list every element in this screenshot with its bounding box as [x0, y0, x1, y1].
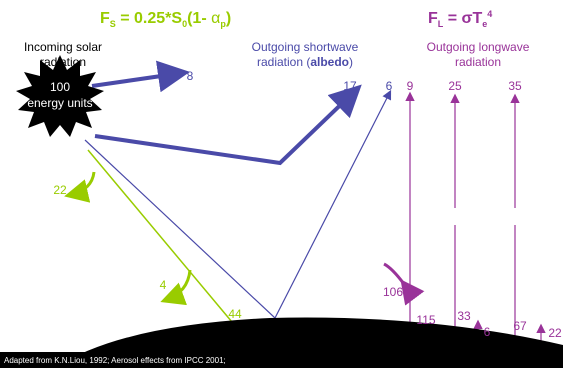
- formula-longwave: FL = σTe4: [428, 9, 492, 29]
- arrow: [70, 172, 94, 195]
- value-label: 4: [160, 278, 167, 292]
- footer: Adapted from K.N.Liou, 1992; Aerosol eff…: [4, 356, 226, 365]
- arrow: [92, 73, 182, 86]
- heading-longwave: Outgoing longwave: [427, 40, 530, 54]
- formula-shortwave: FS = 0.25*S0(1- αp): [100, 10, 231, 29]
- value-label: 25: [448, 79, 462, 93]
- heading-shortwave: radiation (albedo): [257, 55, 353, 69]
- value-label: 106: [383, 285, 403, 299]
- sun-label: energy units: [27, 96, 92, 110]
- sun-label: 100: [50, 80, 70, 94]
- arrow: [95, 90, 356, 163]
- page: {"formula_shortwave": {"parts": ["F", "S…: [0, 0, 563, 368]
- arrow: [166, 270, 190, 300]
- value-label: 44: [228, 307, 242, 321]
- heading-shortwave: Outgoing shortwave: [252, 40, 359, 54]
- value-label: 8: [187, 69, 194, 83]
- value-label: 22: [53, 183, 67, 197]
- diagram: FS = 0.25*S0(1- αp) FL = σTe4 Incoming s…: [0, 0, 563, 368]
- value-label: 67: [513, 319, 527, 333]
- value-label: 33: [457, 309, 471, 323]
- value-label: 22: [548, 326, 562, 340]
- value-label: 115: [416, 313, 435, 327]
- value-label: 17: [343, 79, 357, 93]
- value-label: 6: [484, 325, 491, 339]
- heading-incoming: Incoming solar: [24, 40, 102, 54]
- arrow: [85, 92, 390, 318]
- heading-longwave: radiation: [455, 55, 501, 69]
- value-label: 9: [407, 79, 414, 93]
- line: [88, 150, 232, 322]
- value-label: 35: [508, 79, 522, 93]
- arrow: [384, 264, 404, 284]
- value-label: 6: [386, 79, 393, 93]
